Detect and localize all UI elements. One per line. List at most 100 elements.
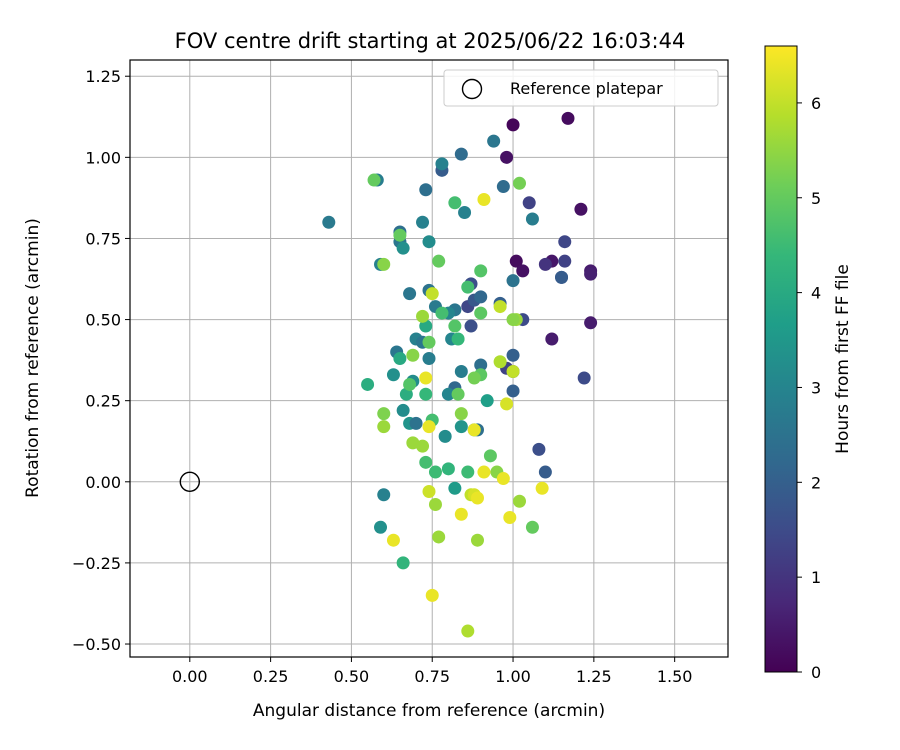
- data-point: [422, 352, 436, 365]
- data-point: [396, 556, 410, 570]
- data-point: [428, 498, 442, 512]
- data-point: [545, 332, 559, 346]
- data-point: [377, 257, 391, 271]
- data-point: [522, 196, 536, 210]
- data-point: [500, 150, 514, 164]
- data-point: [448, 319, 462, 333]
- data-point: [393, 228, 407, 242]
- data-point: [419, 455, 433, 469]
- colorbar-tick-label: 1: [811, 568, 821, 587]
- data-point: [532, 442, 546, 456]
- data-point: [422, 235, 436, 249]
- data-point: [422, 335, 436, 349]
- legend-label-reference: Reference platepar: [510, 79, 663, 98]
- data-point: [374, 520, 388, 534]
- data-point: [506, 348, 520, 362]
- data-point: [513, 494, 527, 508]
- data-point: [438, 429, 452, 443]
- x-tick-label: 0.50: [334, 667, 370, 686]
- data-point: [377, 420, 391, 434]
- data-point: [467, 423, 481, 437]
- data-point: [425, 588, 439, 602]
- legend-box: [443, 69, 719, 107]
- data-point: [441, 387, 455, 401]
- data-point: [451, 387, 465, 401]
- data-point: [416, 309, 430, 323]
- y-tick-label: −0.25: [72, 554, 121, 573]
- data-point: [396, 403, 410, 417]
- data-point: [461, 280, 475, 294]
- data-point: [506, 384, 520, 398]
- x-tick-label: 0.75: [414, 667, 450, 686]
- data-point: [425, 287, 439, 301]
- data-point: [454, 407, 468, 421]
- data-point: [454, 364, 468, 378]
- data-point: [403, 377, 417, 391]
- data-point: [435, 157, 449, 171]
- data-point: [454, 420, 468, 434]
- data-point: [448, 481, 462, 495]
- data-point: [419, 183, 433, 197]
- data-point: [406, 348, 420, 362]
- data-point: [503, 510, 517, 524]
- data-point: [377, 407, 391, 421]
- data-point: [525, 520, 539, 534]
- colorbar-tick-label: 5: [811, 189, 821, 208]
- data-point: [558, 235, 572, 249]
- data-point: [470, 491, 484, 505]
- data-point: [516, 264, 530, 278]
- colorbar: 0 1 2 3 4 5 6 Hours from first FF file: [764, 45, 853, 682]
- data-point: [506, 274, 520, 288]
- y-tick-label: 1.25: [85, 67, 121, 86]
- x-axis-ticks: 0.00 0.25 0.50 0.75 1.00 1.25 1.50: [172, 657, 692, 686]
- data-point: [474, 306, 488, 320]
- data-point: [480, 394, 494, 408]
- x-tick-label: 1.25: [576, 667, 612, 686]
- legend: Reference platepar: [443, 69, 719, 107]
- x-tick-label: 0.25: [253, 667, 289, 686]
- x-axis-label: Angular distance from reference (arcmin): [253, 701, 605, 721]
- colorbar-tick-label: 4: [811, 284, 821, 303]
- data-point: [509, 254, 523, 268]
- y-tick-label: 0.50: [85, 311, 121, 330]
- data-point: [416, 215, 430, 229]
- data-point: [577, 371, 591, 385]
- data-point: [464, 319, 478, 333]
- data-point: [487, 134, 501, 148]
- data-point: [322, 215, 336, 229]
- data-point: [535, 481, 549, 495]
- data-point: [574, 202, 588, 216]
- chart-title: FOV centre drift starting at 2025/06/22 …: [175, 29, 686, 53]
- colorbar-label: Hours from first FF file: [833, 264, 853, 454]
- data-point: [506, 313, 520, 327]
- data-point: [584, 316, 598, 330]
- data-point: [377, 488, 391, 502]
- colorbar-tick-label: 3: [811, 378, 821, 397]
- data-point: [461, 465, 475, 479]
- x-tick-label: 1.00: [495, 667, 531, 686]
- y-axis-label: Rotation from reference (arcmin): [23, 218, 43, 498]
- reference-platepar-marker: [179, 471, 201, 492]
- colorbar-tick-label: 0: [811, 663, 821, 682]
- data-point: [506, 364, 520, 378]
- data-point: [367, 173, 381, 187]
- data-point: [441, 462, 455, 476]
- data-point: [454, 147, 468, 161]
- data-point: [416, 439, 430, 453]
- data-point: [432, 254, 446, 268]
- colorbar-ticks: 0 1 2 3 4 5 6: [797, 94, 821, 682]
- data-point: [477, 465, 491, 479]
- data-point: [506, 118, 520, 132]
- data-point: [525, 212, 539, 226]
- data-point: [428, 465, 442, 479]
- data-point: [422, 485, 436, 499]
- data-point: [470, 533, 484, 547]
- reference-platepar-point: [179, 471, 201, 492]
- data-point: [513, 176, 527, 190]
- data-point: [396, 241, 410, 255]
- data-point: [474, 358, 488, 372]
- data-point: [477, 193, 491, 207]
- data-point: [419, 387, 433, 401]
- data-point: [558, 254, 572, 268]
